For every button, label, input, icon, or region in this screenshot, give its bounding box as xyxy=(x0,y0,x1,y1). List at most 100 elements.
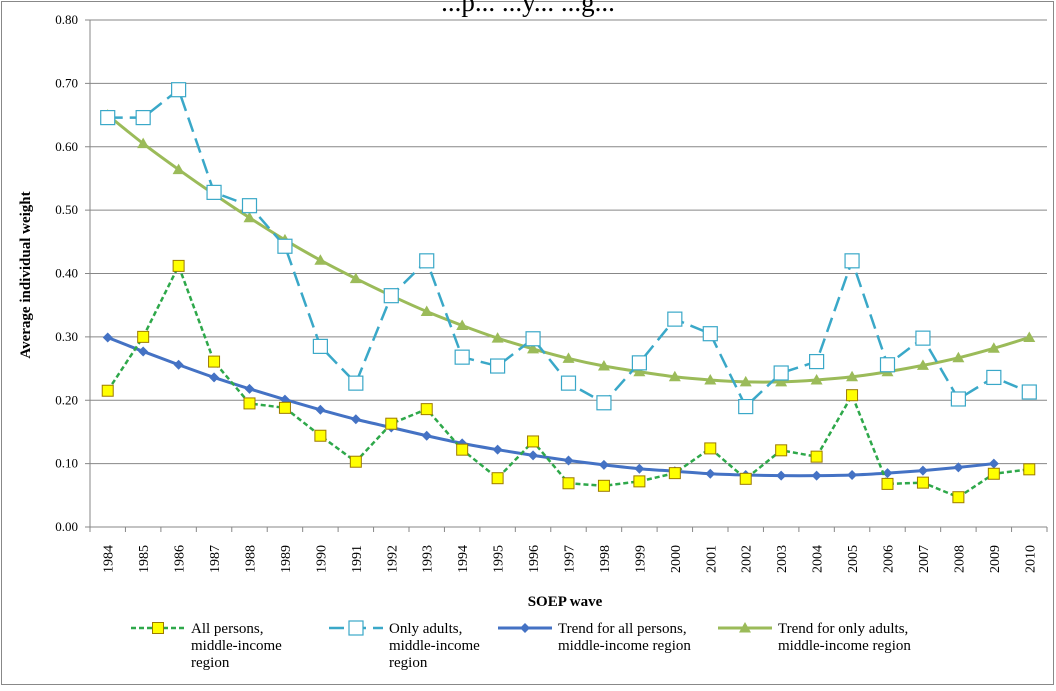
gridlines xyxy=(85,19,1047,528)
x-tick-label: 2001 xyxy=(704,545,719,573)
data-point xyxy=(528,450,539,461)
data-point xyxy=(634,463,645,474)
data-point xyxy=(917,465,928,476)
data-point xyxy=(490,358,506,374)
legend-swatch-marker xyxy=(520,623,530,633)
legend-swatch-marker xyxy=(152,622,164,634)
chart-title-partial: ...p... ...y... ...g... xyxy=(441,0,615,17)
data-point xyxy=(844,253,860,269)
data-point xyxy=(596,395,612,411)
data-point xyxy=(704,442,717,455)
y-tick-label: 0.10 xyxy=(55,456,78,471)
x-tick-label: 2003 xyxy=(775,545,790,573)
data-point xyxy=(419,253,435,269)
x-tick-label: 2002 xyxy=(740,545,755,573)
data-point xyxy=(172,259,185,272)
data-point xyxy=(527,342,540,354)
data-point xyxy=(137,330,150,343)
legend-label: Trend for only adults, xyxy=(778,621,908,637)
x-tick-label: 1995 xyxy=(492,545,507,573)
data-point xyxy=(915,330,931,346)
data-point xyxy=(278,401,291,414)
data-point xyxy=(314,254,327,265)
data-point xyxy=(420,403,433,416)
legend-item: Trend for all persons,middle-income regi… xyxy=(498,621,691,654)
data-point xyxy=(846,370,859,382)
data-point xyxy=(421,430,432,441)
data-point xyxy=(776,470,787,481)
data-point xyxy=(137,137,150,149)
series-1 xyxy=(100,82,1037,415)
data-point xyxy=(598,459,609,470)
data-point xyxy=(492,444,503,455)
data-point xyxy=(986,369,1002,386)
data-point xyxy=(562,477,575,490)
data-point xyxy=(809,353,825,370)
x-tick-label: 2000 xyxy=(669,545,684,573)
data-point xyxy=(135,109,151,126)
y-tick-label: 0.70 xyxy=(55,75,78,90)
data-point xyxy=(171,82,187,98)
y-tick-label: 0.40 xyxy=(55,266,78,281)
data-point xyxy=(988,458,999,469)
x-tick-label: 2010 xyxy=(1023,545,1038,573)
series-line xyxy=(106,113,1030,384)
series-2 xyxy=(102,332,999,481)
x-tick-label: 1999 xyxy=(633,545,648,573)
data-point xyxy=(491,472,504,485)
y-tick-label: 0.80 xyxy=(55,12,78,27)
data-point xyxy=(916,476,929,489)
x-tick-label: 2005 xyxy=(846,545,861,573)
x-axis-title: SOEP wave xyxy=(528,594,603,610)
data-point xyxy=(952,351,965,363)
x-tick-label: 1985 xyxy=(137,545,152,573)
y-tick-label: 0.50 xyxy=(55,202,78,217)
x-tick-label: 1986 xyxy=(173,545,188,573)
data-point xyxy=(312,338,328,354)
data-point xyxy=(560,375,577,391)
data-point xyxy=(952,491,965,504)
data-point xyxy=(879,357,896,373)
data-point xyxy=(100,109,116,126)
data-point xyxy=(705,468,716,479)
data-point xyxy=(1023,463,1036,476)
data-point xyxy=(209,372,220,383)
x-tick-label: 1988 xyxy=(244,545,259,573)
data-point xyxy=(881,477,894,490)
series-0 xyxy=(101,259,1036,504)
legend-label: middle-income region xyxy=(558,638,691,654)
x-tick-label: 1996 xyxy=(527,545,542,573)
data-point xyxy=(241,198,258,214)
data-point xyxy=(172,163,185,175)
data-point xyxy=(348,375,364,391)
data-point xyxy=(349,455,362,468)
data-point xyxy=(383,288,399,304)
legend-label: region xyxy=(191,655,230,671)
y-tick-label: 0.00 xyxy=(55,519,78,534)
y-tick-label: 0.60 xyxy=(55,139,78,154)
data-point xyxy=(739,375,752,387)
data-point xyxy=(456,443,469,456)
data-point xyxy=(633,365,646,377)
data-point xyxy=(138,346,149,357)
data-point xyxy=(668,370,681,382)
data-point xyxy=(882,468,893,479)
data-point xyxy=(206,184,222,200)
y-tick-label: 0.30 xyxy=(55,329,78,344)
data-point xyxy=(385,417,398,430)
data-point xyxy=(916,359,929,370)
data-point xyxy=(847,470,858,481)
x-tick-label: 1984 xyxy=(102,545,117,573)
legend-label: Only adults, xyxy=(389,621,462,637)
x-tick-label: 1997 xyxy=(563,545,578,573)
data-point xyxy=(597,479,610,492)
data-point xyxy=(208,355,221,368)
data-point xyxy=(314,429,327,442)
x-tick-label: 1998 xyxy=(598,545,613,573)
data-point xyxy=(456,319,469,330)
data-point xyxy=(667,311,683,327)
